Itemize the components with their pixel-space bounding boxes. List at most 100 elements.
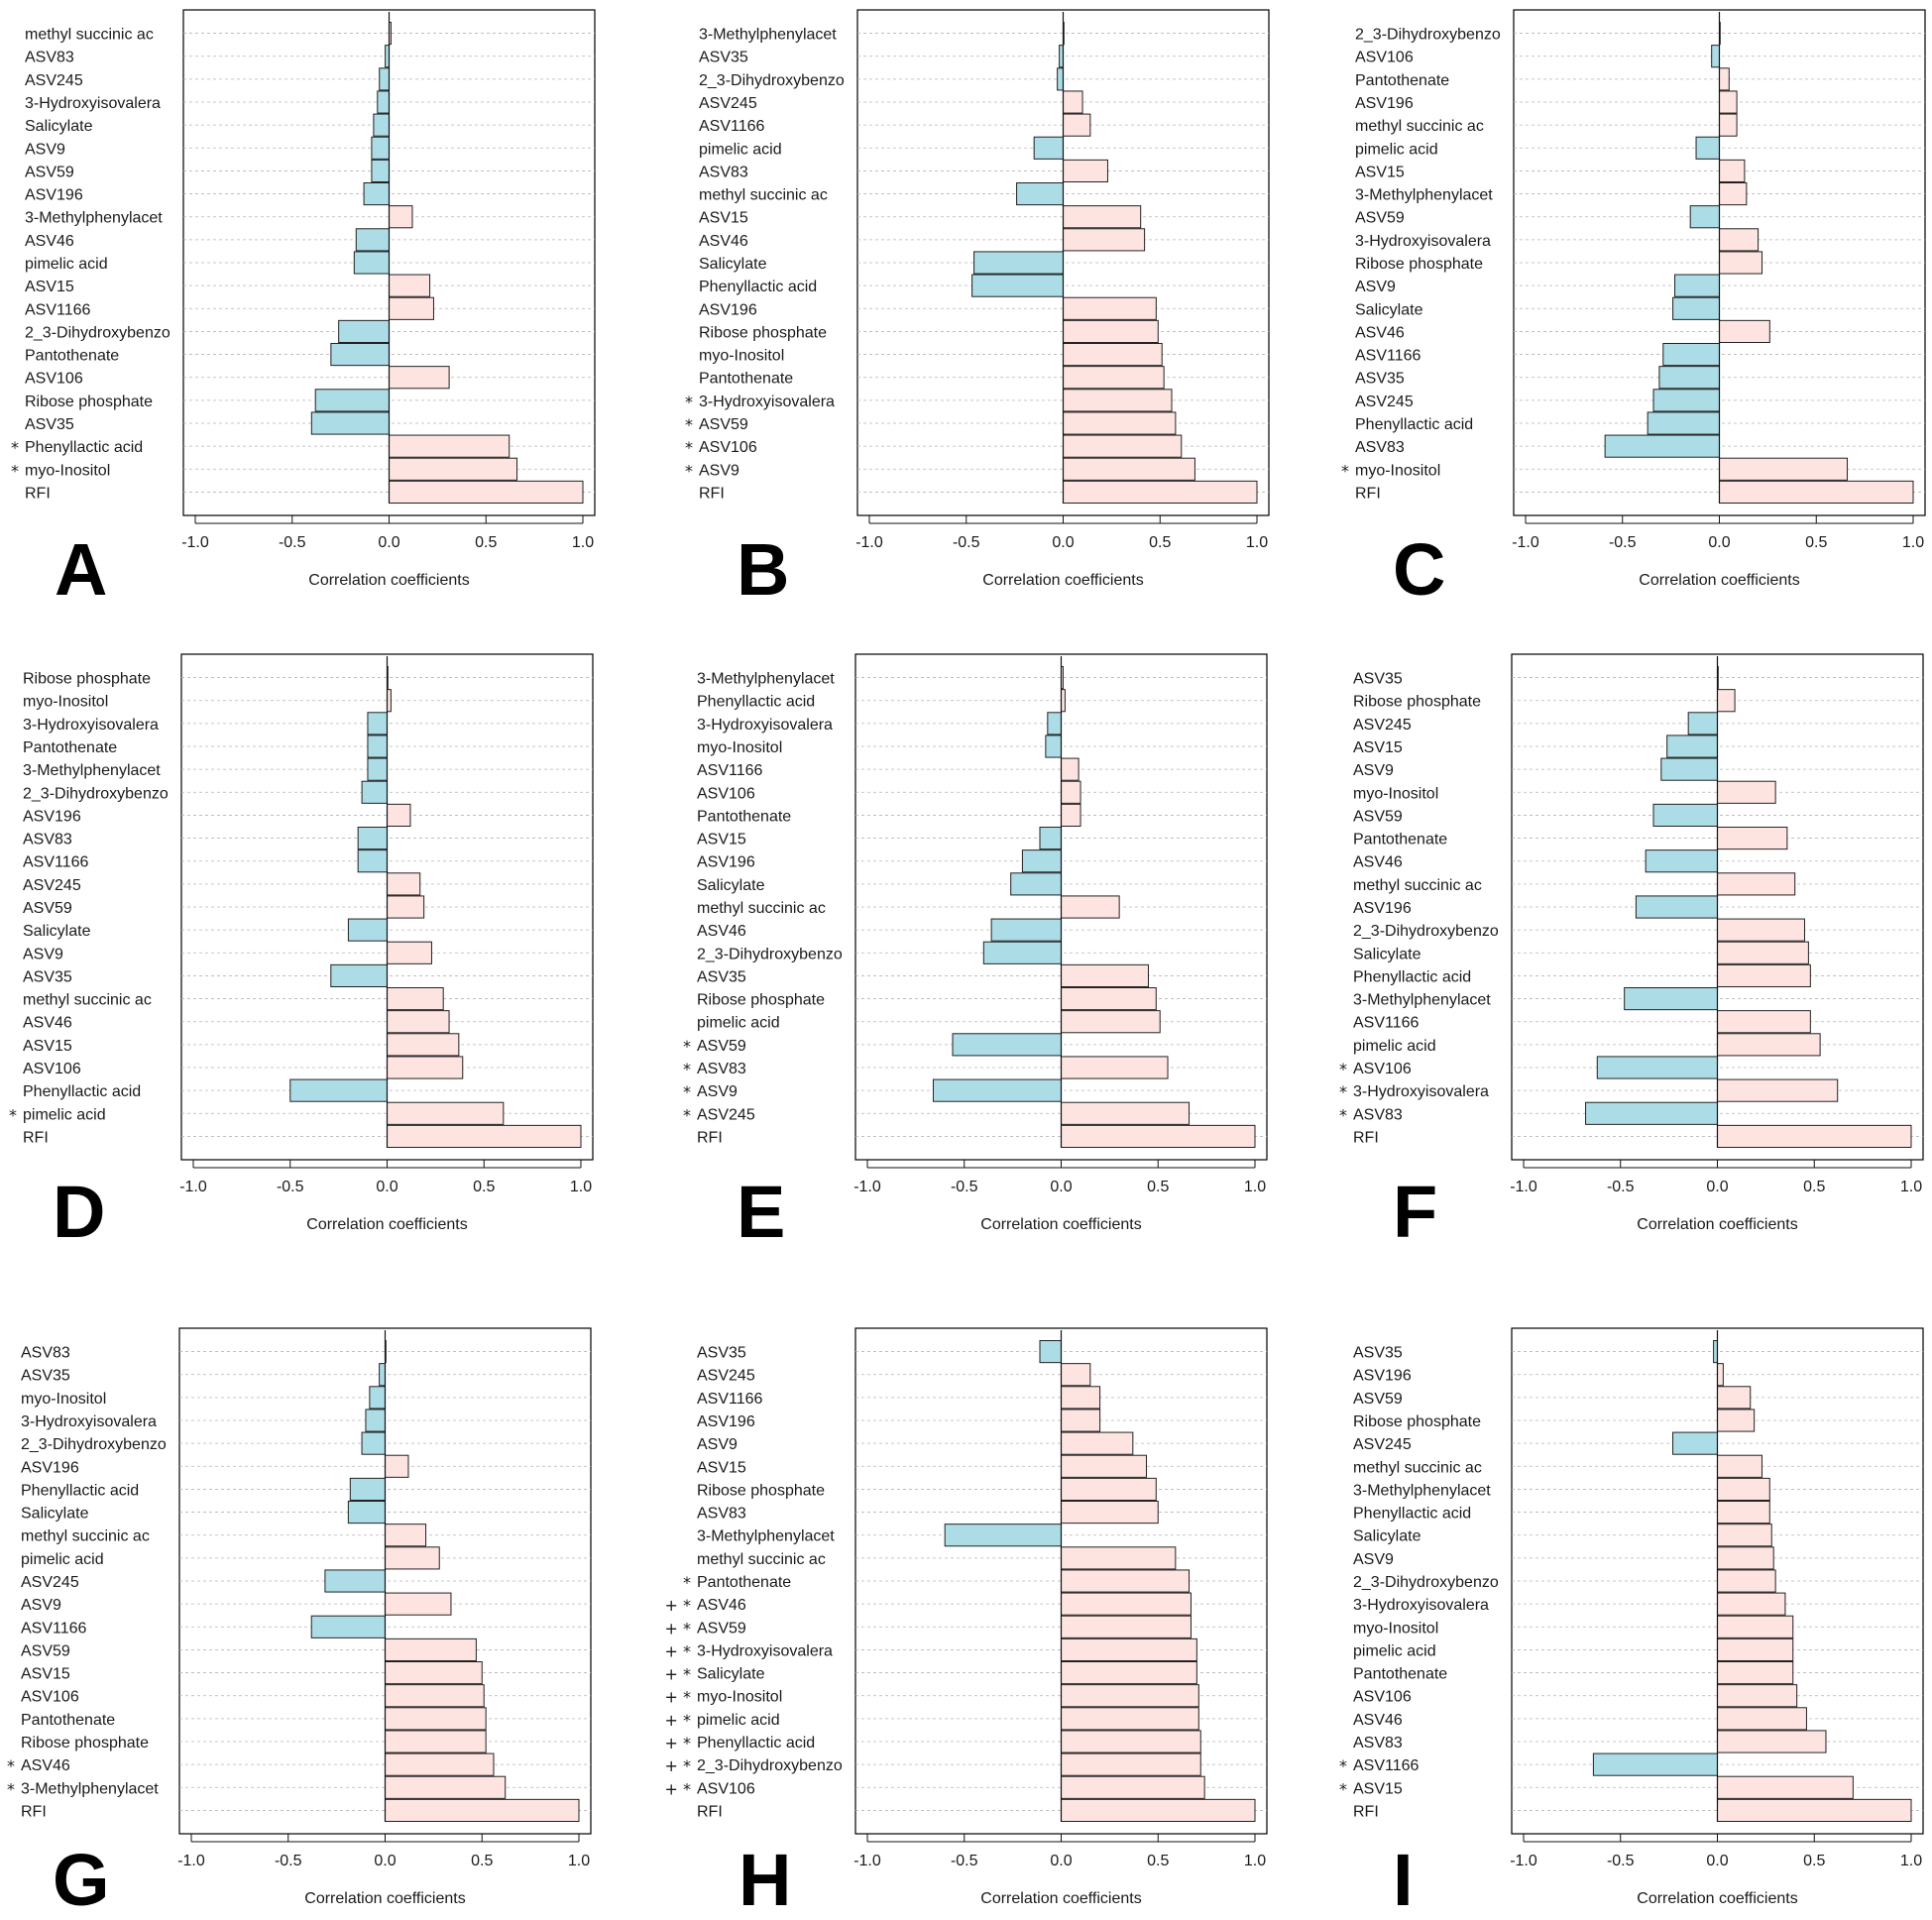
panel-letter: I — [1393, 1839, 1414, 1920]
x-tick-label: 0.0 — [1052, 534, 1074, 551]
bar-salicylate — [1010, 872, 1062, 896]
bar-rfi — [1717, 1124, 1912, 1149]
category-label: ASV9 — [697, 1436, 738, 1453]
category-label: ASV245 — [697, 1368, 755, 1385]
bar-pantothenate — [1063, 366, 1165, 390]
x-tick-label: 0.0 — [374, 1853, 396, 1869]
category-label: ASV245 — [1355, 394, 1414, 410]
category-label: RFI — [697, 1803, 723, 1820]
category-label: ASV83 — [1353, 1106, 1403, 1123]
significance-marker: * — [1339, 1060, 1347, 1078]
bar-rfi — [1061, 1798, 1256, 1823]
x-tick-label: -0.5 — [951, 1179, 978, 1195]
bar-asv83 — [1061, 1056, 1169, 1079]
panel-letter: H — [739, 1839, 791, 1920]
bar-asv83 — [1063, 159, 1108, 183]
category-label: 3-Methylphenylacet — [1353, 992, 1491, 1009]
category-label: ASV1166 — [1355, 348, 1421, 365]
category-label: 3-Methylphenylacet — [1353, 1482, 1491, 1499]
category-label: 3-Methylphenylacet — [699, 27, 837, 44]
bar-asv106 — [1711, 45, 1721, 68]
category-label: Phenyllactic acid — [697, 694, 815, 711]
x-tick-label: 1.0 — [572, 534, 594, 551]
bar-asv1166 — [389, 296, 434, 320]
bar-3-hydroxyisovalera — [1717, 1078, 1839, 1102]
x-tick-label: 1.0 — [1246, 534, 1268, 551]
bar-asv245 — [1687, 712, 1719, 735]
bar-asv46 — [1719, 319, 1770, 344]
category-label: 2_3-Dihydroxybenzo — [23, 785, 169, 802]
category-label: Ribose phosphate — [697, 992, 825, 1009]
category-label: ASV83 — [699, 164, 748, 180]
bar-asv15 — [1717, 1775, 1854, 1799]
category-label: Ribose phosphate — [1355, 256, 1483, 273]
chart-panel-f: ASV35 Ribose phosphate ASV245 ASV15 ASV9 myo-… — [1339, 653, 1924, 1253]
bar-asv245 — [387, 872, 421, 896]
bar-asv46 — [1063, 228, 1146, 252]
x-axis-title: Correlation coefficients — [980, 1216, 1141, 1233]
bar-pimelic-acid — [353, 251, 390, 275]
x-tick-label: 0.5 — [473, 1179, 495, 1195]
category-label: ASV196 — [21, 1459, 79, 1476]
x-tick-label: 1.0 — [1900, 1179, 1922, 1195]
category-label: Pantothenate — [1353, 832, 1447, 848]
category-label: Phenyllactic acid — [25, 439, 143, 456]
category-label: RFI — [697, 1129, 723, 1146]
bar-asv1166 — [1061, 1386, 1101, 1410]
category-label: Pantothenate — [697, 1574, 791, 1591]
bar-asv1166 — [1061, 757, 1080, 781]
category-label: ASV35 — [23, 968, 72, 985]
bar-asv59 — [952, 1033, 1063, 1057]
x-axis-title: Correlation coefficients — [306, 1216, 467, 1233]
significance-marker: * — [1339, 1756, 1347, 1775]
category-label: ASV245 — [697, 1106, 755, 1123]
category-label: ASV46 — [23, 1015, 72, 1032]
category-label: pimelic acid — [699, 141, 782, 158]
bar-salicylate — [373, 113, 390, 137]
category-label: ASV15 — [1355, 164, 1405, 180]
x-tick-label: 0.5 — [1147, 1179, 1169, 1195]
bar-3-methylphenylacet — [389, 205, 413, 229]
category-label: 3-Hydroxyisovalera — [699, 394, 835, 410]
bar-pimelic-acid — [1033, 136, 1065, 160]
category-label: pimelic acid — [1353, 1038, 1436, 1055]
x-tick-label: 1.0 — [1244, 1853, 1266, 1869]
bar-asv196 — [387, 803, 411, 827]
x-axis-title: Correlation coefficients — [308, 572, 469, 589]
category-label: ASV196 — [697, 854, 755, 871]
category-label: RFI — [1353, 1803, 1379, 1820]
panel-letter: E — [737, 1171, 785, 1253]
category-label: ASV83 — [697, 1061, 746, 1077]
category-label: 2_3-Dihydroxybenzo — [25, 324, 170, 341]
category-label: ASV1166 — [699, 118, 765, 135]
bar-asv245 — [1063, 90, 1083, 114]
category-label: ASV196 — [1355, 95, 1414, 112]
category-label: Pantothenate — [1353, 1666, 1447, 1683]
bar-asv9 — [1660, 757, 1719, 781]
x-tick-label: 0.0 — [1706, 1179, 1728, 1195]
significance-marker: * — [1341, 461, 1349, 480]
chart-panel-g: ASV83 ASV35 myo-Inositol 3-Hydroxyisovalera… — [7, 1327, 592, 1920]
significance-marker: * — [11, 461, 19, 480]
category-label: ASV35 — [21, 1368, 70, 1385]
bar-asv83 — [1604, 434, 1721, 458]
bar-salicylate — [347, 918, 388, 942]
x-tick-label: -1.0 — [853, 1853, 881, 1869]
x-tick-label: -1.0 — [181, 534, 209, 551]
panel-letter: D — [53, 1171, 105, 1253]
bar-methyl-succinic-ac — [1016, 182, 1064, 206]
panel-letter: G — [53, 1839, 110, 1920]
category-label: 3-Methylphenylacet — [23, 762, 161, 779]
category-label: Phenyllactic acid — [697, 1735, 815, 1751]
bar-salicylate — [1061, 1661, 1197, 1685]
bar-pimelic-acid — [1717, 1033, 1821, 1057]
category-label: Pantothenate — [23, 739, 117, 756]
category-label: pimelic acid — [1353, 1642, 1436, 1659]
category-label: 3-Hydroxyisovalera — [1353, 1083, 1489, 1100]
bar-asv196 — [363, 182, 390, 206]
bar-methyl-succinic-ac — [385, 1524, 427, 1547]
category-label: Phenyllactic acid — [1355, 416, 1473, 433]
category-label: ASV46 — [697, 1597, 746, 1614]
category-label: Pantothenate — [699, 371, 793, 388]
x-tick-label: 0.5 — [1147, 1853, 1169, 1869]
